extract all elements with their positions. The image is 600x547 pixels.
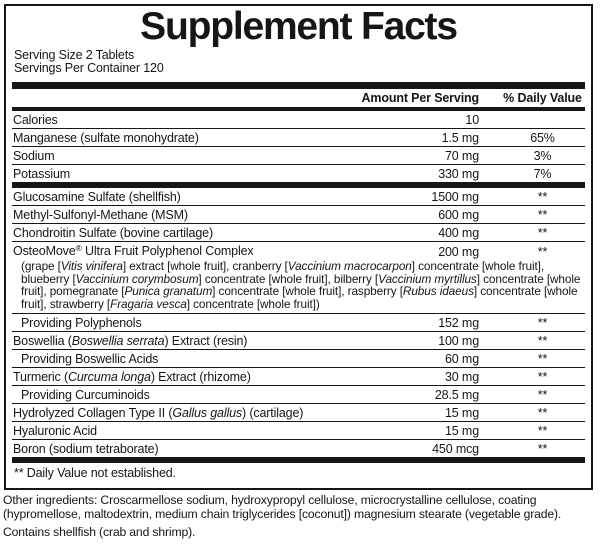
- serving-size: Serving Size 2 Tablets: [14, 48, 135, 62]
- table-row: Manganese (sulfate monohydrate) 1.5 mg 65%: [12, 129, 585, 147]
- nutrient-daily-value: **: [537, 334, 548, 349]
- nutrient-row: Boron (sodium tetraborate) 450 mcg **: [12, 440, 585, 457]
- nutrient-amount: 28.5 mg: [434, 388, 479, 403]
- nutrient-name: Boswellia (Boswellia serrata) Extract (r…: [13, 334, 248, 349]
- nutrient-daily-value: 3%: [533, 149, 552, 163]
- table-row: Turmeric (Curcuma longa) Extract (rhizom…: [12, 368, 585, 387]
- nutrient-row: Sodium 70 mg 3%: [12, 147, 585, 164]
- nutrient-table: Calories 10 Manganese (sulfate monohydrate…: [12, 111, 585, 457]
- nutrient-daily-value: 7%: [533, 167, 552, 181]
- nutrient-daily-value: **: [537, 245, 548, 259]
- other-ingredients-text: Other ingredients: Croscarmellose sodium…: [3, 493, 562, 521]
- table-row: Boron (sodium tetraborate) 450 mcg **: [12, 440, 585, 457]
- amount-per-serving-header: Amount Per Serving: [361, 91, 480, 105]
- nutrient-name: Sodium: [13, 149, 55, 163]
- nutrient-amount: 450 mcg: [432, 442, 479, 457]
- nutrient-name: Hydrolyzed Collagen Type II (Gallus gall…: [13, 406, 304, 421]
- panel-title: Supplement Facts: [140, 5, 458, 48]
- nutrient-amount: 15 mg: [445, 424, 479, 439]
- table-row: Hyaluronic Acid 15 mg **: [12, 422, 585, 441]
- nutrient-amount: 10: [465, 113, 479, 127]
- table-row: Chondroitin Sulfate (bovine cartilage) 40…: [12, 224, 585, 242]
- ingredient-description: (grape [Vitis vinifera] extract [whole f…: [21, 259, 581, 311]
- nutrient-daily-value: **: [537, 424, 548, 439]
- nutrient-name: OsteoMove® Ultra Fruit Polyphenol Comple…: [13, 243, 254, 258]
- nutrient-amount: 1.5 mg: [441, 131, 479, 145]
- nutrient-name: Turmeric (Curcuma longa) Extract (rhizom…: [13, 370, 251, 385]
- nutrient-amount: 15 mg: [445, 406, 479, 421]
- nutrient-daily-value: **: [537, 352, 548, 367]
- table-row: Methyl-Sulfonyl-Methane (MSM) 600 mg **: [12, 206, 585, 224]
- nutrient-daily-value: **: [537, 208, 548, 222]
- nutrient-name: Providing Boswellic Acids: [21, 352, 159, 367]
- servings-per-container: Servings Per Container 120: [14, 61, 164, 75]
- nutrient-daily-value: **: [537, 406, 548, 421]
- nutrient-row: OsteoMove® Ultra Fruit Polyphenol Comple…: [12, 242, 585, 260]
- nutrient-row: Chondroitin Sulfate (bovine cartilage) 40…: [12, 224, 585, 241]
- table-row: Potassium 330 mg 7%: [12, 165, 585, 183]
- nutrient-name: Providing Polyphenols: [21, 316, 142, 331]
- nutrient-row: Providing Curcuminoids 28.5 mg **: [12, 386, 585, 403]
- nutrient-name: Methyl-Sulfonyl-Methane (MSM): [13, 208, 188, 222]
- nutrient-name: Manganese (sulfate monohydrate): [13, 131, 199, 145]
- nutrient-name: Chondroitin Sulfate (bovine cartilage): [13, 226, 213, 240]
- nutrient-daily-value: **: [537, 442, 548, 457]
- nutrient-daily-value: 65%: [530, 131, 555, 145]
- nutrient-row: Providing Boswellic Acids 60 mg **: [12, 350, 585, 367]
- nutrient-daily-value: **: [537, 316, 548, 331]
- nutrient-row: Providing Polyphenols 152 mg **: [12, 314, 585, 331]
- nutrient-amount: 100 mg: [438, 334, 479, 349]
- nutrient-amount: 200 mg: [438, 245, 479, 259]
- nutrient-amount: 70 mg: [445, 149, 479, 163]
- daily-value-footnote: ** Daily Value not established.: [14, 466, 176, 481]
- top-divider: [12, 82, 585, 89]
- nutrient-name: Glucosamine Sulfate (shellfish): [13, 190, 181, 204]
- nutrient-name: Hyaluronic Acid: [13, 424, 97, 439]
- table-row: Hydrolyzed Collagen Type II (Gallus gall…: [12, 404, 585, 423]
- table-row: Glucosamine Sulfate (shellfish) 1500 mg **: [12, 188, 585, 206]
- table-row: Providing Curcuminoids 28.5 mg **: [12, 386, 585, 405]
- nutrient-amount: 330 mg: [438, 167, 479, 181]
- nutrient-amount: 600 mg: [438, 208, 479, 222]
- supplement-facts-panel: Supplement Facts Serving Size 2 Tablets …: [4, 4, 593, 491]
- table-row: Sodium 70 mg 3%: [12, 147, 585, 165]
- percent-daily-value-header: % Daily Value: [503, 91, 582, 105]
- nutrient-row: Hyaluronic Acid 15 mg **: [12, 422, 585, 439]
- nutrient-row: Manganese (sulfate monohydrate) 1.5 mg 65%: [12, 129, 585, 146]
- header-divider: [12, 107, 585, 111]
- nutrient-daily-value: **: [537, 226, 548, 240]
- nutrient-amount: 400 mg: [438, 226, 479, 240]
- table-row: Providing Polyphenols 152 mg **: [12, 314, 585, 333]
- nutrient-name: Potassium: [13, 167, 71, 181]
- other-ingredients-section: Other ingredients: Croscarmellose sodium…: [3, 493, 598, 540]
- bottom-divider: [12, 457, 585, 464]
- nutrient-row: Calories 10: [12, 111, 585, 128]
- nutrient-row: Glucosamine Sulfate (shellfish) 1500 mg **: [12, 188, 585, 205]
- nutrient-amount: 1500 mg: [431, 190, 479, 204]
- nutrient-row: Methyl-Sulfonyl-Methane (MSM) 600 mg **: [12, 206, 585, 223]
- nutrient-daily-value: **: [537, 388, 548, 403]
- nutrient-name: Calories: [13, 113, 58, 127]
- table-row: Calories 10: [12, 111, 585, 129]
- table-row: Boswellia (Boswellia serrata) Extract (r…: [12, 332, 585, 351]
- section-divider: [12, 183, 585, 188]
- table-row: OsteoMove® Ultra Fruit Polyphenol Comple…: [12, 242, 585, 315]
- nutrient-daily-value: **: [537, 370, 548, 385]
- nutrient-row: Boswellia (Boswellia serrata) Extract (r…: [12, 332, 585, 349]
- column-header-row: Amount Per Serving % Daily Value: [12, 89, 585, 107]
- nutrient-amount: 30 mg: [445, 370, 479, 385]
- nutrient-row: Potassium 330 mg 7%: [12, 165, 585, 182]
- allergen-statement: Contains shellfish (crab and shrimp).: [3, 525, 196, 540]
- nutrient-row: Turmeric (Curcuma longa) Extract (rhizom…: [12, 368, 585, 385]
- nutrient-daily-value: **: [537, 190, 548, 204]
- nutrient-name: Boron (sodium tetraborate): [13, 442, 159, 457]
- nutrient-row: Hydrolyzed Collagen Type II (Gallus gall…: [12, 404, 585, 421]
- nutrient-name: Providing Curcuminoids: [21, 388, 150, 403]
- nutrient-amount: 60 mg: [445, 352, 479, 367]
- nutrient-amount: 152 mg: [438, 316, 479, 331]
- table-row: Providing Boswellic Acids 60 mg **: [12, 350, 585, 369]
